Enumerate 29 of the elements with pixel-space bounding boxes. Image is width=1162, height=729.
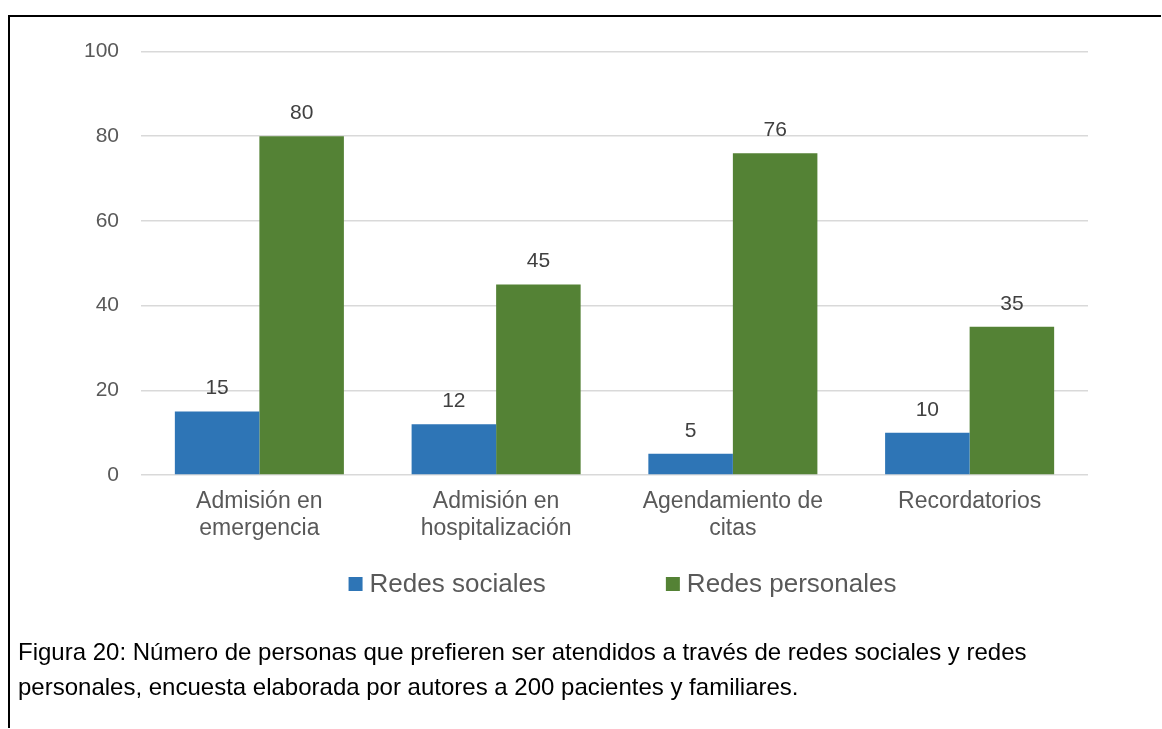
bar [648,453,733,475]
bar [174,411,260,475]
legend-label: Redes personales [686,568,897,599]
bar [732,153,818,475]
legend-label: Redes sociales [369,568,546,599]
data-label: 35 [1000,290,1024,314]
data-label: 80 [289,100,314,124]
bar [259,136,344,475]
bar [496,284,581,475]
y-tick-label: 0 [107,461,119,485]
data-label: 10 [915,396,940,420]
x-tick-label: Agendamiento de citas [642,486,824,540]
bar [885,432,970,475]
y-tick-label: 60 [95,207,119,231]
y-tick-label: 100 [83,38,119,62]
data-label: 15 [205,375,229,399]
data-label: 12 [442,388,466,412]
y-tick-label: 80 [95,123,119,147]
data-label: 45 [526,248,551,272]
data-label: 5 [684,417,697,441]
y-tick-label: 40 [95,292,119,316]
y-tick-label: 20 [95,377,119,401]
bar [411,424,497,475]
data-label: 76 [763,117,787,141]
bar [969,326,1055,475]
text: Figura 20: Número de personas que prefieren ser atendidos a través de redes sociales y redes personales, encuesta elaborada por autores a 200 pacientes y familiares. [18,637,1028,702]
x-tick-label: Recordatorios [898,486,1042,513]
x-tick-label: Admisión en hospitalización [420,486,572,540]
x-tick-label: Admisión en emergencia [196,486,323,540]
